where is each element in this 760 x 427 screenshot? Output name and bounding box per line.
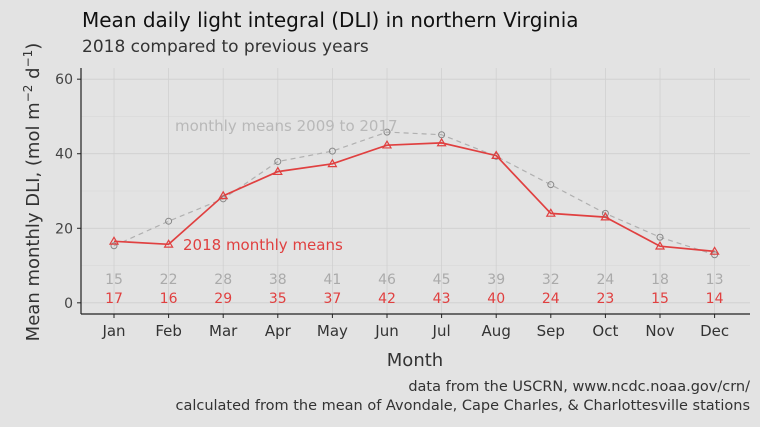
value-label-historic-jun: 46 — [378, 272, 396, 288]
value-label-historic-feb: 22 — [160, 272, 178, 288]
marker-2018-sep — [545, 208, 556, 217]
value-label-2018-dec: 14 — [706, 291, 724, 307]
caption: data from the USCRN, www.ncdc.noaa.gov/c… — [175, 378, 750, 416]
value-label-historic-mar: 28 — [214, 272, 232, 288]
marker-2018-nov — [654, 240, 666, 250]
value-label-historic-dec: 13 — [706, 272, 724, 288]
x-tick-label-jul: Jul — [432, 322, 451, 340]
series-line-historic — [113, 131, 715, 256]
marker-2018-apr — [272, 166, 283, 176]
x-tick-label-nov: Nov — [645, 322, 674, 340]
caption-line-1: data from the USCRN, www.ncdc.noaa.gov/c… — [408, 379, 750, 395]
value-label-historic-aug: 39 — [487, 272, 505, 288]
x-tick-label-aug: Aug — [482, 322, 511, 340]
x-tick-label-may: May — [317, 322, 348, 340]
marker-2018-feb — [163, 239, 174, 248]
y-tick-label: 60 — [55, 72, 73, 88]
y-axis-label: Mean monthly DLI, (mol m−2 d−1) — [21, 43, 44, 342]
series-line-2018 — [113, 142, 715, 253]
marker-historic-may — [328, 147, 336, 155]
series-annotations: monthly means 2009 to 2017 2018 monthly m… — [175, 117, 398, 254]
value-label-historic-sep: 32 — [542, 272, 560, 288]
y-tick-label: 40 — [55, 147, 73, 163]
value-label-historic-may: 41 — [323, 272, 341, 288]
value-labels: 15 22 28 38 41 46 45 39 32 24 18 13 17 16 29 35 37 42 43 40… — [105, 272, 724, 307]
marker-historic-jul — [438, 131, 446, 139]
x-tick-label-apr: Apr — [265, 322, 292, 340]
grid-lines — [81, 68, 750, 314]
marker-2018-dec — [709, 246, 720, 255]
value-label-2018-apr: 35 — [269, 291, 287, 307]
marker-2018-jun — [381, 139, 393, 149]
value-label-2018-oct: 23 — [596, 291, 614, 307]
marker-2018-oct — [600, 211, 611, 221]
value-label-historic-apr: 38 — [269, 272, 287, 288]
value-label-2018-sep: 24 — [542, 291, 560, 307]
chart-title: Mean daily light integral (DLI) in north… — [82, 8, 579, 32]
x-tick-label-jun: Jun — [374, 322, 398, 340]
value-label-2018-feb: 16 — [160, 291, 178, 307]
marker-2018-jan — [108, 236, 120, 245]
y-axis-label-mid: d — [23, 67, 44, 84]
series-lines — [113, 131, 715, 256]
value-label-2018-mar: 29 — [214, 291, 232, 307]
marker-2018-aug — [491, 150, 502, 159]
marker-2018-mar — [218, 190, 229, 200]
marker-historic-jun — [383, 128, 391, 136]
x-axis-label: Month — [387, 350, 443, 371]
x-tick-label-mar: Mar — [209, 322, 238, 340]
y-axis-label-end: ) — [23, 43, 44, 50]
chart-subtitle: 2018 compared to previous years — [82, 37, 369, 57]
y-axis-label-main: Mean monthly DLI, (mol m — [23, 102, 44, 341]
value-label-2018-jan: 17 — [105, 291, 123, 307]
value-label-2018-nov: 15 — [651, 291, 669, 307]
marker-2018-jul — [436, 137, 447, 147]
caption-line-2: calculated from the mean of Avondale, Ca… — [175, 398, 750, 414]
series-markers — [108, 128, 720, 259]
value-label-historic-oct: 24 — [596, 272, 614, 288]
y-axis-label-sup2: −1 — [21, 50, 35, 68]
y-tick-label: 0 — [64, 296, 73, 312]
marker-historic-nov — [656, 233, 664, 241]
marker-2018-may — [327, 158, 338, 168]
marker-historic-jan — [110, 242, 118, 250]
marker-historic-oct — [601, 209, 609, 217]
y-tick-label: 20 — [55, 221, 73, 237]
x-tick-label-sep: Sep — [537, 322, 565, 340]
axes: 0 20 40 60 Jan Feb Mar Apr May Jun Jul Aug Sep Oct Nov… — [55, 68, 750, 340]
x-tick-label-jan: Jan — [101, 322, 125, 340]
value-label-2018-aug: 40 — [487, 291, 505, 307]
value-label-historic-jan: 15 — [105, 272, 123, 288]
annotation-historic-series: monthly means 2009 to 2017 — [175, 117, 398, 135]
value-label-historic-jul: 45 — [433, 272, 451, 288]
marker-historic-sep — [547, 181, 555, 189]
x-tick-label-dec: Dec — [700, 322, 729, 340]
x-tick-label-oct: Oct — [592, 322, 618, 340]
value-label-2018-may: 37 — [323, 291, 341, 307]
y-axis-label-sup1: −2 — [21, 85, 35, 103]
marker-historic-apr — [274, 158, 282, 166]
value-label-2018-jul: 43 — [433, 291, 451, 307]
value-label-2018-jun: 42 — [378, 291, 396, 307]
x-tick-label-feb: Feb — [155, 322, 182, 340]
marker-historic-feb — [165, 217, 173, 225]
value-label-historic-nov: 18 — [651, 272, 669, 288]
annotation-2018-series: 2018 monthly means — [183, 236, 343, 254]
